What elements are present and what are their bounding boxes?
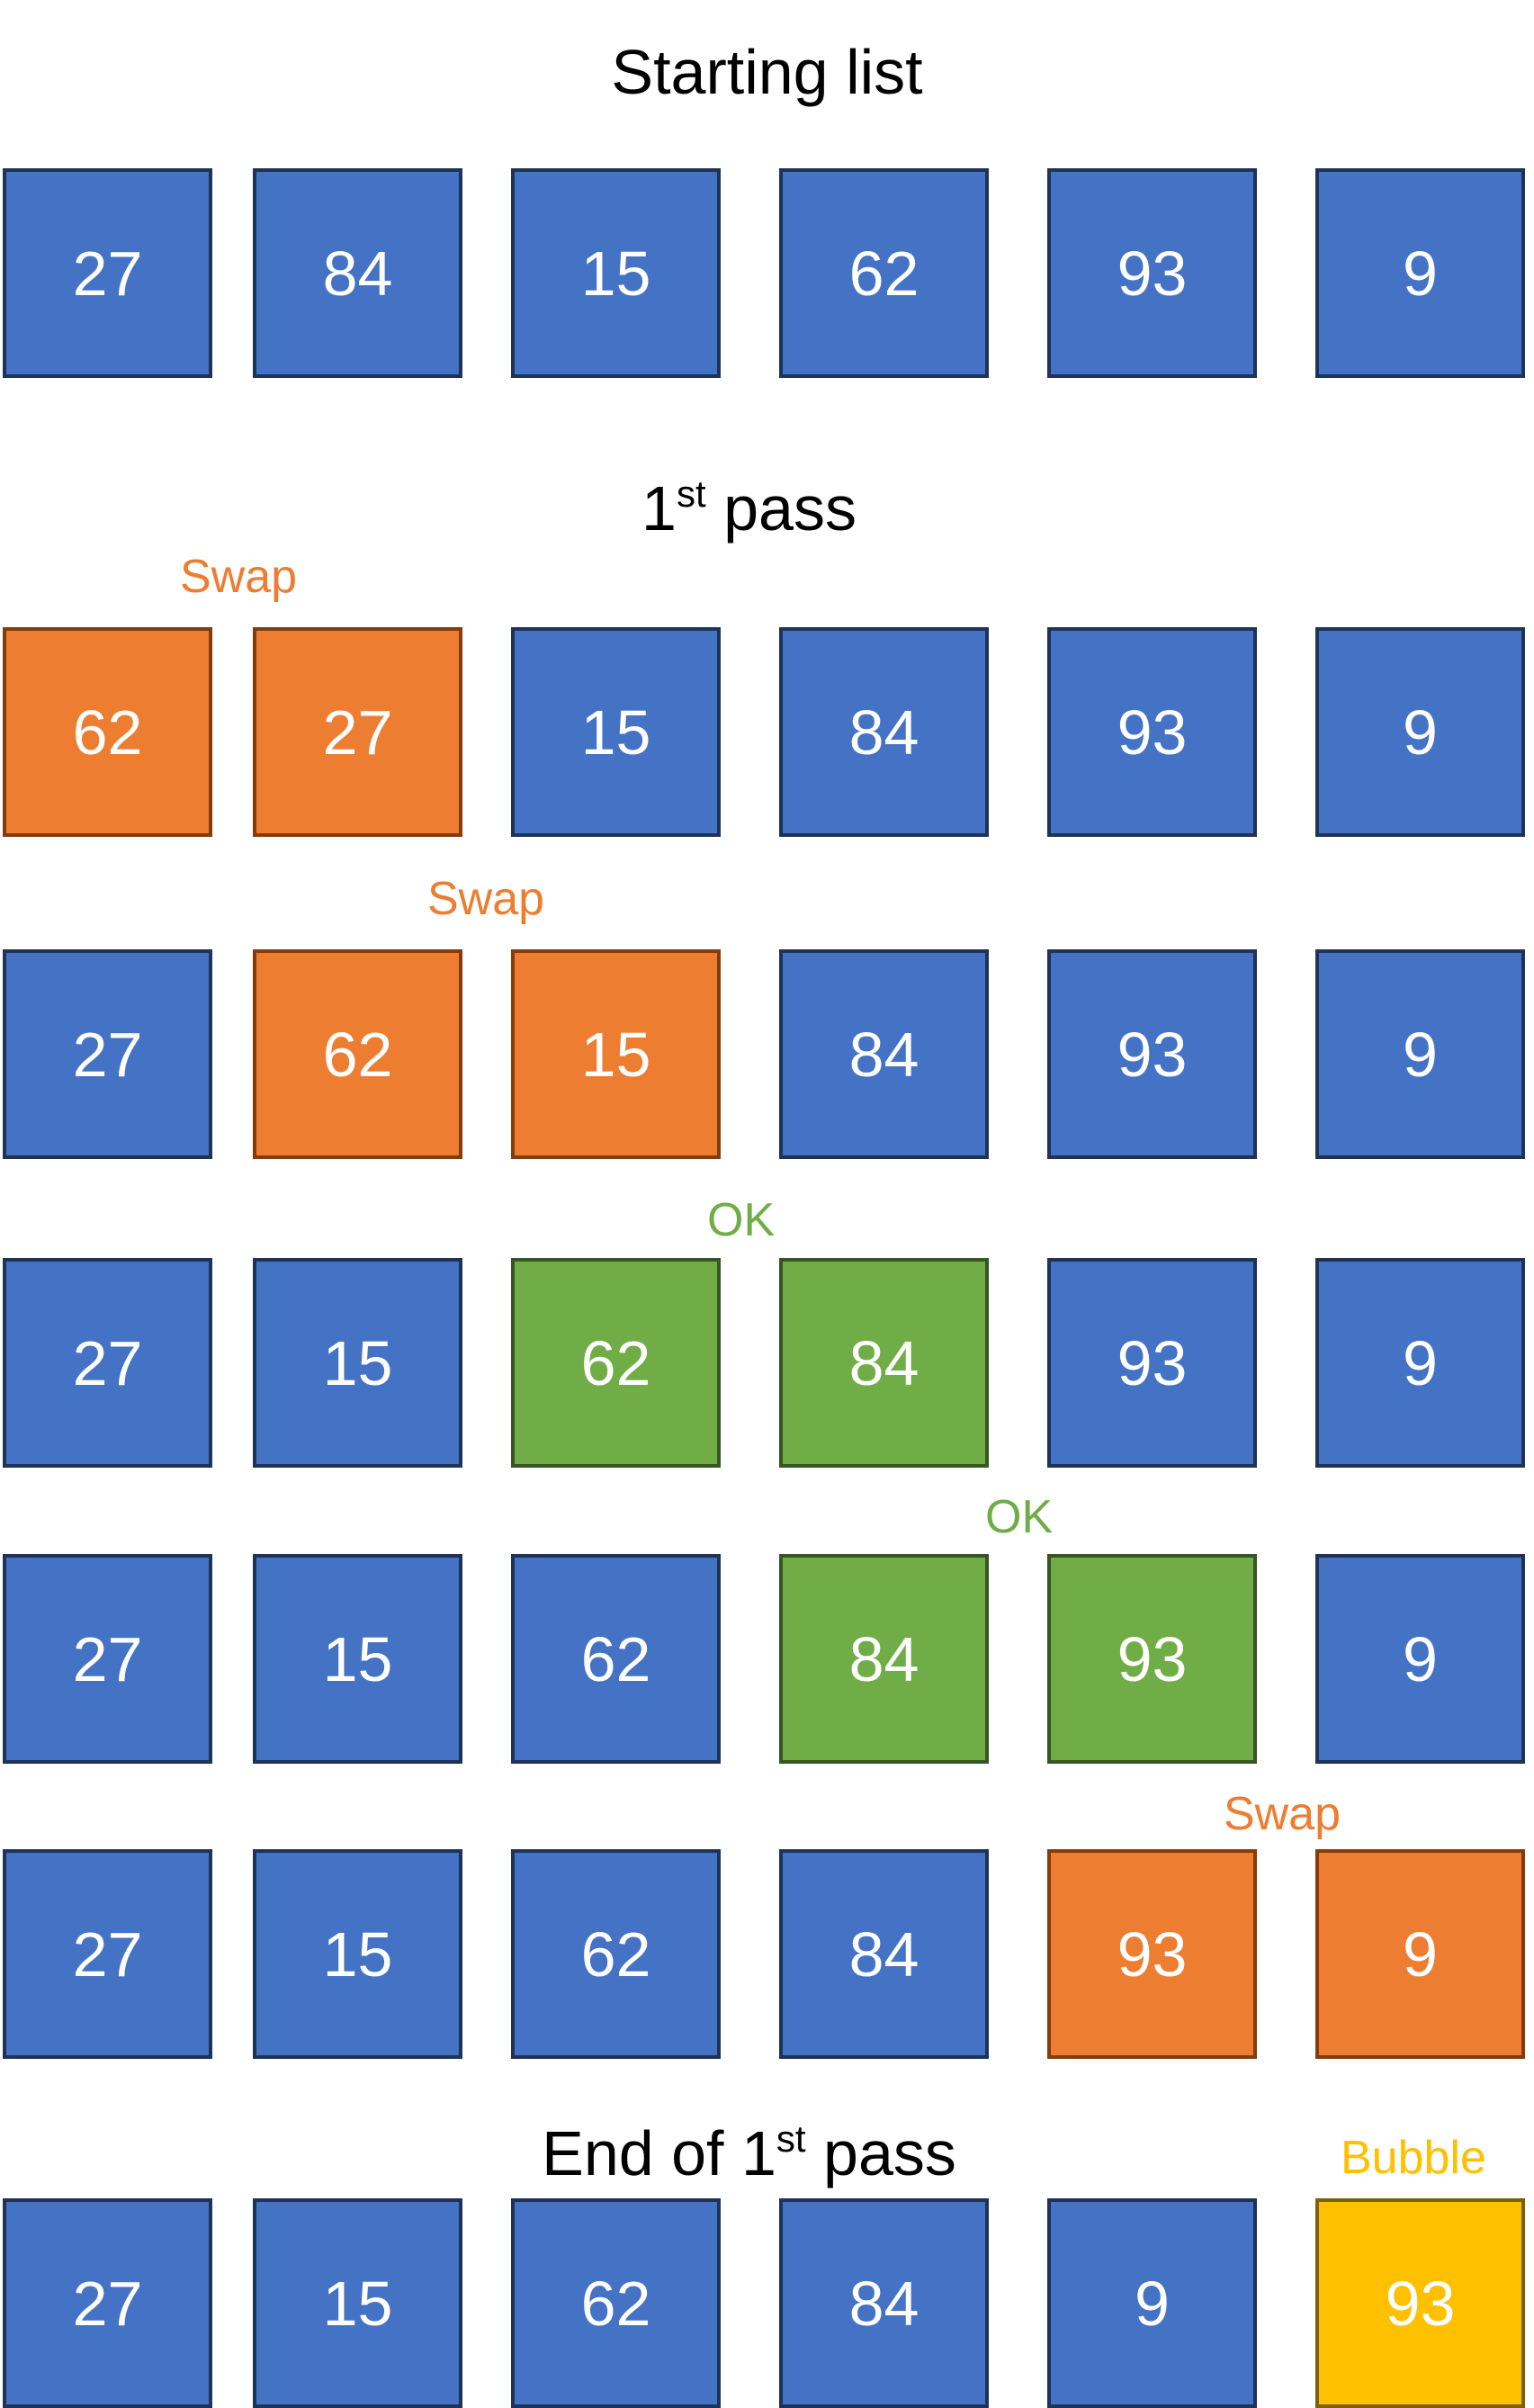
list-item: 62 [3, 627, 212, 837]
list-item: 93 [1047, 1258, 1257, 1468]
list-item: 27 [3, 1258, 212, 1468]
heading-end-sup: st [776, 2117, 806, 2160]
list-item: 9 [1315, 168, 1525, 378]
list-item: 9 [1315, 949, 1525, 1159]
list-item: 15 [511, 627, 721, 837]
list-item: 27 [3, 2198, 212, 2408]
heading-end-rest: pass [805, 2118, 956, 2188]
heading-first-pass-num: 1 [641, 473, 677, 544]
list-item: 27 [253, 627, 462, 837]
list-item: 62 [253, 949, 462, 1159]
list-item: 27 [3, 949, 212, 1159]
swap-label: Swap [180, 551, 298, 603]
list-item: 15 [253, 1554, 462, 1764]
list-item: 62 [511, 2198, 721, 2408]
list-item: 9 [1315, 1258, 1525, 1468]
heading-first-pass-rest: pass [705, 473, 857, 544]
list-item: 84 [253, 168, 462, 378]
list-item: 93 [1047, 1554, 1257, 1764]
list-item: 93 [1047, 949, 1257, 1159]
list-item: 62 [511, 1258, 721, 1468]
list-item: 15 [511, 168, 721, 378]
list-item: 84 [779, 1849, 989, 2059]
list-item: 62 [779, 168, 989, 378]
heading-first-pass: 1st pass [0, 475, 1516, 541]
list-item: 9 [1047, 2198, 1257, 2408]
list-item: 9 [1315, 627, 1525, 837]
ok-label: OK [707, 1194, 776, 1246]
heading-end-of-first-pass: End of 1st pass [0, 2120, 1516, 2186]
list-item: 84 [779, 1258, 989, 1468]
list-item: 93 [1315, 2198, 1525, 2408]
list-item: 62 [511, 1554, 721, 1764]
list-item: 15 [253, 2198, 462, 2408]
ok-label: OK [985, 1491, 1054, 1543]
list-item: 93 [1047, 1849, 1257, 2059]
heading-first-pass-sup: st [676, 472, 706, 515]
list-item: 93 [1047, 168, 1257, 378]
list-item: 62 [511, 1849, 721, 2059]
list-item: 15 [511, 949, 721, 1159]
list-item: 9 [1315, 1554, 1525, 1764]
heading-end-pre: End of 1 [542, 2118, 776, 2188]
list-item: 93 [1047, 627, 1257, 837]
swap-label: Swap [1224, 1788, 1341, 1840]
list-item: 9 [1315, 1849, 1525, 2059]
heading-starting-list: Starting list [611, 37, 923, 107]
bubble-label: Bubble [1341, 2132, 1486, 2184]
list-item: 84 [779, 627, 989, 837]
list-item: 27 [3, 1849, 212, 2059]
list-item: 27 [3, 168, 212, 378]
list-item: 15 [253, 1258, 462, 1468]
list-item: 84 [779, 1554, 989, 1764]
list-item: 15 [253, 1849, 462, 2059]
list-item: 84 [779, 2198, 989, 2408]
list-item: 84 [779, 949, 989, 1159]
swap-label: Swap [427, 873, 545, 925]
list-item: 27 [3, 1554, 212, 1764]
